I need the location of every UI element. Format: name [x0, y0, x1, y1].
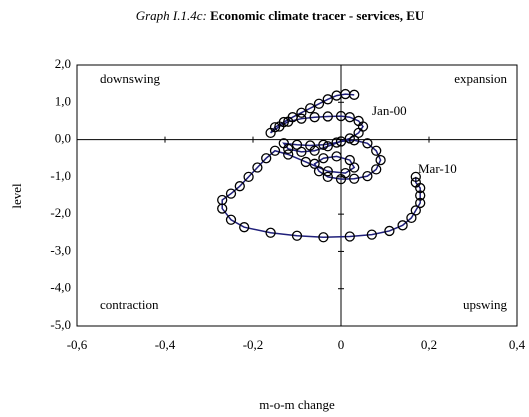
point: [415, 197, 426, 209]
point: [397, 220, 408, 231]
point: [318, 232, 329, 243]
point: [322, 141, 333, 152]
y-tick-label: 2,0: [55, 56, 71, 71]
point: [239, 222, 250, 233]
point: [234, 181, 245, 192]
point: [283, 149, 294, 160]
point: [243, 171, 254, 183]
point: [340, 167, 351, 179]
point: [410, 171, 421, 183]
point: [225, 214, 237, 225]
point: [410, 205, 421, 216]
y-tick-label: -5,0: [50, 317, 71, 332]
y-tick-label: -2,0: [50, 205, 71, 220]
point: [371, 145, 382, 156]
title-main: Economic climate tracer - services, EU: [210, 8, 425, 23]
x-tick-label: 0: [338, 337, 345, 352]
y-tick-label: -1,0: [50, 168, 71, 183]
point: [375, 154, 386, 166]
point: [305, 103, 316, 114]
point: [265, 127, 276, 139]
point: [331, 151, 342, 162]
point: [217, 203, 228, 214]
point: [331, 137, 342, 148]
point: [261, 153, 272, 164]
point: [406, 212, 417, 224]
point: [362, 170, 373, 182]
y-axis-label: level: [9, 183, 24, 209]
point: [366, 229, 377, 240]
point: [296, 113, 307, 124]
point: [384, 225, 395, 237]
point: [300, 156, 311, 168]
x-tick-label: -0,4: [155, 337, 176, 352]
x-tick-label: 0,4: [509, 337, 526, 352]
plot-frame: [76, 64, 518, 327]
point: [309, 145, 320, 156]
chart-title: Graph I.1.4c: Economic climate tracer - …: [136, 8, 425, 23]
point: [296, 107, 307, 118]
point: [274, 121, 285, 132]
quadrant-label: downswing: [100, 71, 160, 86]
point: [362, 138, 373, 149]
point: [291, 230, 303, 241]
point: [296, 146, 307, 158]
point: [322, 166, 333, 177]
point: [335, 136, 347, 147]
point: [265, 227, 276, 238]
quadrant-label: contraction: [100, 297, 159, 312]
point: [371, 164, 382, 175]
quadrant-label: upswing: [463, 297, 508, 312]
x-tick-label: -0,6: [67, 337, 88, 352]
point: [322, 94, 333, 105]
y-tick-label: 1,0: [55, 93, 71, 108]
point: [344, 154, 355, 166]
point: [322, 171, 333, 183]
point: [313, 98, 325, 109]
quadrant-label: expansion: [454, 71, 507, 86]
annotation: Mar-10: [418, 161, 457, 176]
point: [349, 162, 360, 173]
title-prefix: Graph I.1.4c:: [136, 8, 207, 23]
point: [283, 143, 294, 155]
point: [283, 116, 294, 127]
point: [309, 112, 320, 123]
point: [322, 111, 333, 122]
point: [353, 127, 364, 139]
point: [349, 135, 360, 146]
y-tick-label: -4,0: [50, 280, 71, 295]
point: [318, 153, 329, 164]
point: [344, 231, 355, 242]
y-tick-label: 0,0: [55, 131, 71, 146]
point: [349, 173, 360, 184]
point: [269, 145, 281, 156]
point: [331, 90, 342, 101]
point: [344, 112, 355, 123]
point: [252, 162, 263, 173]
x-axis-label: m-o-m change: [259, 397, 335, 412]
y-tick-label: -3,0: [50, 242, 71, 257]
point: [225, 188, 237, 199]
point: [410, 177, 421, 188]
x-tick-label: 0,2: [421, 337, 437, 352]
annotation: Jan-00: [372, 103, 407, 118]
point: [415, 190, 426, 201]
point: [318, 139, 329, 150]
x-tick-label: -0,2: [243, 337, 264, 352]
